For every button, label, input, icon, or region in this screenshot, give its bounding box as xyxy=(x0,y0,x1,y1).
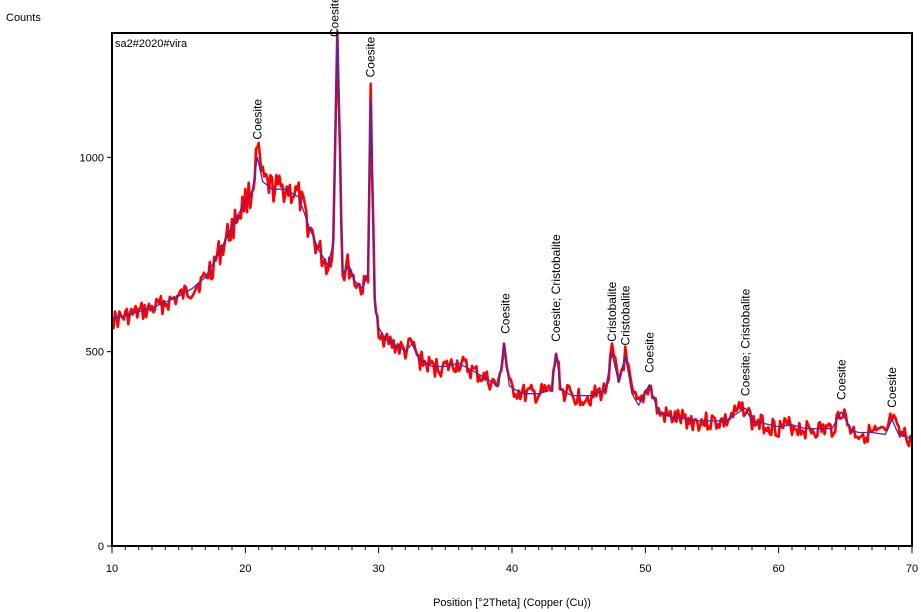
y-tick-label: 500 xyxy=(86,347,104,359)
peak-label: Coesite xyxy=(834,359,848,400)
x-axis: 10 20 30 40 50 60 70 xyxy=(106,546,918,575)
x-tick-label: 10 xyxy=(106,563,118,575)
measured-series-line xyxy=(111,30,914,448)
peak-label: Cristobalite xyxy=(605,281,619,341)
peak-label: Coesite; Cristobalite xyxy=(549,234,563,342)
x-axis-label: Position [°2Theta] (Copper (Cu)) xyxy=(433,597,591,609)
x-tick-label: 30 xyxy=(373,563,385,575)
y-axis: 0 500 1000 xyxy=(80,152,112,553)
peak-label: Coesite xyxy=(498,293,512,334)
peak-annotations: Coesite Coesite Coesite Coesite Coesite; Cri… xyxy=(250,0,899,408)
x-tick-label: 20 xyxy=(239,563,251,575)
peak-label: Coesite xyxy=(250,99,264,140)
calculated-series-line xyxy=(111,32,913,439)
y-axis-label: Counts xyxy=(6,12,41,24)
y-tick-label: 1000 xyxy=(80,152,104,164)
peak-label: Coesite xyxy=(328,0,342,37)
x-tick-label: 60 xyxy=(773,563,785,575)
peak-label: Coesite xyxy=(885,367,899,408)
plot-frame xyxy=(111,32,913,547)
peak-label: Coesite xyxy=(364,36,378,77)
x-tick-label: 50 xyxy=(639,563,651,575)
peak-label: Coesite xyxy=(642,332,656,373)
sample-label: sa2#2020#vira xyxy=(115,38,188,50)
peak-label: Cristobalite xyxy=(618,285,632,345)
plot-area xyxy=(111,30,914,448)
peak-label: Coesite; Cristobalite xyxy=(738,288,752,396)
y-tick-label: 0 xyxy=(98,541,104,553)
x-tick-label: 40 xyxy=(506,563,518,575)
x-tick-label: 70 xyxy=(906,563,918,575)
